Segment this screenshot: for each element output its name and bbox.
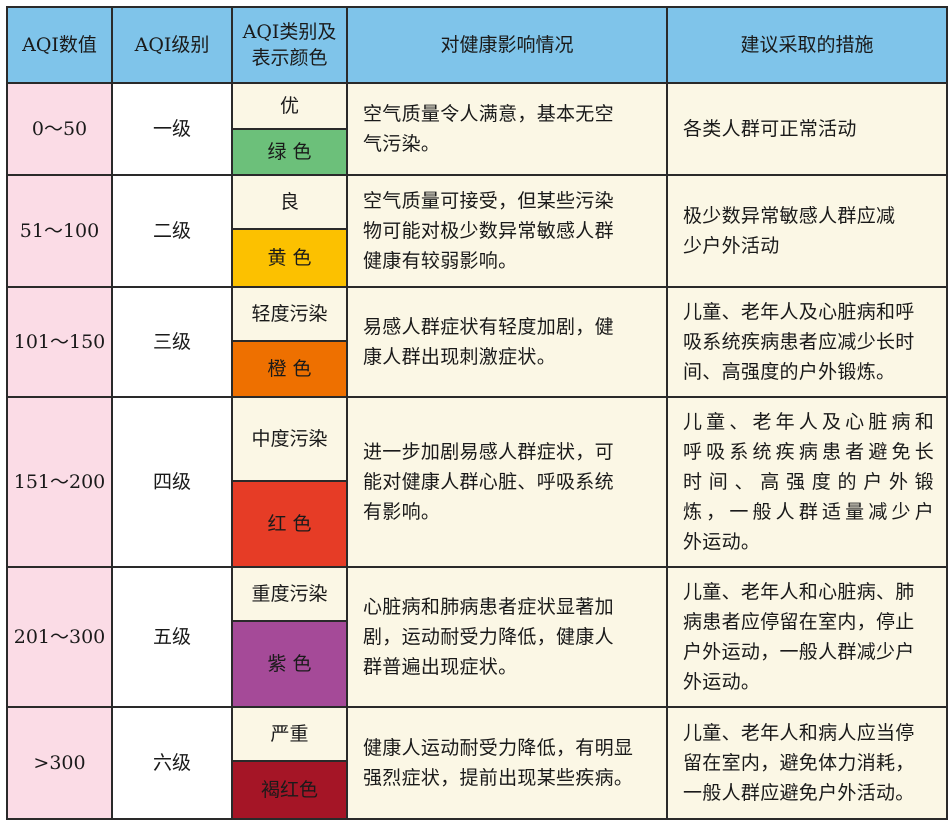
measures-line: 病患者应停留在室内，停止 bbox=[683, 611, 915, 633]
table-row-color: 橙 色 bbox=[7, 340, 947, 398]
aqi-value-cell: 201～300 bbox=[6, 566, 113, 708]
impact-line: 心脏病和肺病患者症状显著加 bbox=[363, 596, 614, 618]
aqi-table: AQI数值 AQI级别 AQI类别及 表示颜色 对健康影响情况 建议采取的措施 … bbox=[6, 6, 948, 820]
impact-line: 空气质量可接受，但某些污染 bbox=[363, 190, 614, 212]
aqi-category-cell: 良 bbox=[231, 174, 348, 230]
aqi-level-cell: 三级 bbox=[111, 286, 233, 398]
measures-line: 间、高强度的户外锻炼。 bbox=[683, 361, 896, 383]
measures-line: 各类人群可正常活动 bbox=[683, 118, 857, 140]
table-row: 51～100 二级良空气质量可接受，但某些污染 物可能对极少数异常敏感人群 健康有较弱… bbox=[6, 174, 948, 288]
measures-line: 吸系统疾病患者应减少长时 bbox=[683, 331, 915, 353]
header-health-impact: 对健康影响情况 bbox=[346, 6, 668, 84]
measures-cell: 儿童、老年人和心脏病、肺 病患者应停留在室内，停止 户外运动，一般人群减少户 外运动。 bbox=[666, 566, 948, 708]
header-aqi-category: AQI类别及 表示颜色 bbox=[231, 6, 348, 84]
aqi-value-cell: 51～100 bbox=[6, 174, 113, 288]
measures-line: 留在室内，避免体力消耗， bbox=[683, 752, 915, 774]
impact-line: 有影响。 bbox=[363, 501, 441, 523]
table-row-color: 红 色 bbox=[7, 480, 947, 568]
measures-line: 儿童、老年人和心脏病、肺 bbox=[683, 581, 915, 603]
measures-line: 一般人群应避免户外活动。 bbox=[683, 782, 915, 804]
aqi-color-swatch: 绿 色 bbox=[231, 128, 348, 176]
table-row-color: 绿 色 bbox=[7, 128, 947, 176]
measures-cell: 儿童、老年人及心脏病和 呼吸系统疾病患者避免长 时间、高强度的户外锻 炼，一般人群适量… bbox=[666, 396, 948, 568]
table-row-color: 褐红色 bbox=[7, 760, 947, 820]
table-row: 201～300 五级 重度污染 心脏病和肺病患者症状显著加 剧，运动耐受力降低，健康人群… bbox=[6, 566, 948, 708]
header-measures: 建议采取的措施 bbox=[666, 6, 948, 84]
aqi-category-cell: 优 bbox=[231, 82, 348, 130]
table-row: 101～150 三级 轻度污染 易感人群症状有轻度加剧，健 康人群出现刺激症状。 儿童、老… bbox=[6, 286, 948, 398]
aqi-color-swatch: 黄 色 bbox=[231, 228, 348, 288]
measures-cell: 儿童、老年人和病人应当停 留在室内，避免体力消耗， 一般人群应避免户外活动。 bbox=[666, 706, 948, 820]
health-impact-cell: 健康人运动耐受力降低，有明显 强烈症状，提前出现某些疾病。 bbox=[346, 706, 668, 820]
impact-line: 剧，运动耐受力降低，健康人 bbox=[363, 626, 614, 648]
health-impact-cell: 心脏病和肺病患者症状显著加 剧，运动耐受力降低，健康人 群普遍出现症状。 bbox=[346, 566, 668, 708]
measures-line: 呼吸系统疾病患者避免长 bbox=[683, 441, 934, 463]
health-impact-cell: 进一步加剧易感人群症状，可 能对健康人群心脏、呼吸系统 有影响。 bbox=[346, 396, 668, 568]
aqi-level-cell: 二级 bbox=[111, 174, 233, 288]
measures-cell: 极少数异常敏感人群应减 少户外活动 bbox=[666, 174, 948, 288]
measures-line: 儿童、老年人和病人应当停 bbox=[683, 722, 915, 744]
aqi-color-swatch: 红 色 bbox=[231, 480, 348, 568]
header-aqi-value: AQI数值 bbox=[6, 6, 113, 84]
measures-line: 儿童、老年人及心脏病和呼 bbox=[683, 301, 915, 323]
impact-line: 易感人群症状有轻度加剧，健 bbox=[363, 316, 614, 338]
impact-line: 健康人运动耐受力降低，有明显 bbox=[363, 737, 634, 759]
aqi-category-cell: 中度污染 bbox=[231, 396, 348, 482]
impact-line: 健康有较弱影响。 bbox=[363, 250, 518, 272]
impact-line: 进一步加剧易感人群症状，可 bbox=[363, 441, 614, 463]
measures-line: 户外运动，一般人群减少户 bbox=[683, 641, 915, 663]
aqi-level-cell: 六级 bbox=[111, 706, 233, 820]
measures-cell: 儿童、老年人及心脏病和呼 吸系统疾病患者应减少长时 间、高强度的户外锻炼。 bbox=[666, 286, 948, 398]
aqi-level-cell: 一级 bbox=[111, 82, 233, 176]
header-row: AQI数值 AQI级别 AQI类别及 表示颜色 对健康影响情况 建议采取的措施 bbox=[6, 6, 948, 84]
health-impact-cell: 易感人群症状有轻度加剧，健 康人群出现刺激症状。 bbox=[346, 286, 668, 398]
aqi-color-swatch: 橙 色 bbox=[231, 340, 348, 398]
measures-line: 儿童、老年人及心脏病和 bbox=[683, 411, 934, 433]
aqi-value-cell: 0～50 bbox=[6, 82, 113, 176]
aqi-category-cell: 重度污染 bbox=[231, 566, 348, 622]
measures-line: 外运动。 bbox=[683, 531, 761, 553]
aqi-level-cell: 五级 bbox=[111, 566, 233, 708]
table-body: 0～50 一级优空气质量令人满意，基本无空 气污染。 各类人群可正常活动绿 色 51～1… bbox=[6, 82, 948, 820]
aqi-category-cell: 轻度污染 bbox=[231, 286, 348, 342]
aqi-value-cell: >300 bbox=[6, 706, 113, 820]
measures-cell: 各类人群可正常活动 bbox=[666, 82, 948, 176]
health-impact-cell: 空气质量可接受，但某些污染 物可能对极少数异常敏感人群 健康有较弱影响。 bbox=[346, 174, 668, 288]
aqi-value-cell: 151～200 bbox=[6, 396, 113, 568]
header-aqi-level: AQI级别 bbox=[111, 6, 233, 84]
table-row: 0～50 一级优空气质量令人满意，基本无空 气污染。 各类人群可正常活动 bbox=[6, 82, 948, 176]
measures-line: 炼，一般人群适量减少户 bbox=[683, 501, 934, 523]
impact-line: 康人群出现刺激症状。 bbox=[363, 346, 557, 368]
header-aqi-category-line1: AQI类别及 bbox=[242, 21, 337, 43]
header-aqi-category-line2: 表示颜色 bbox=[251, 47, 328, 69]
aqi-category-cell: 严重 bbox=[231, 706, 348, 762]
impact-line: 空气质量令人满意，基本无空 bbox=[363, 103, 614, 125]
measures-line: 极少数异常敏感人群应减 bbox=[683, 205, 896, 227]
aqi-value-cell: 101～150 bbox=[6, 286, 113, 398]
table-row-color: 黄 色 bbox=[7, 228, 947, 288]
impact-line: 能对健康人群心脏、呼吸系统 bbox=[363, 471, 614, 493]
measures-line: 外运动。 bbox=[683, 671, 761, 693]
aqi-color-swatch: 紫 色 bbox=[231, 620, 348, 708]
measures-line: 时间、高强度的户外锻 bbox=[683, 471, 934, 493]
impact-line: 气污染。 bbox=[363, 133, 441, 155]
table-row: >300 六级 严重 健康人运动耐受力降低，有明显 强烈症状，提前出现某些疾病。 儿童、老… bbox=[6, 706, 948, 820]
impact-line: 强烈症状，提前出现某些疾病。 bbox=[363, 767, 634, 789]
table-row-color: 紫 色 bbox=[7, 620, 947, 708]
aqi-level-cell: 四级 bbox=[111, 396, 233, 568]
table-row: 151～200 四级 中度污染 进一步加剧易感人群症状，可 能对健康人群心脏、呼吸系统有… bbox=[6, 396, 948, 568]
health-impact-cell: 空气质量令人满意，基本无空 气污染。 bbox=[346, 82, 668, 176]
aqi-color-swatch: 褐红色 bbox=[231, 760, 348, 820]
impact-line: 物可能对极少数异常敏感人群 bbox=[363, 220, 614, 242]
measures-line: 少户外活动 bbox=[683, 235, 780, 257]
impact-line: 群普遍出现症状。 bbox=[363, 656, 518, 678]
